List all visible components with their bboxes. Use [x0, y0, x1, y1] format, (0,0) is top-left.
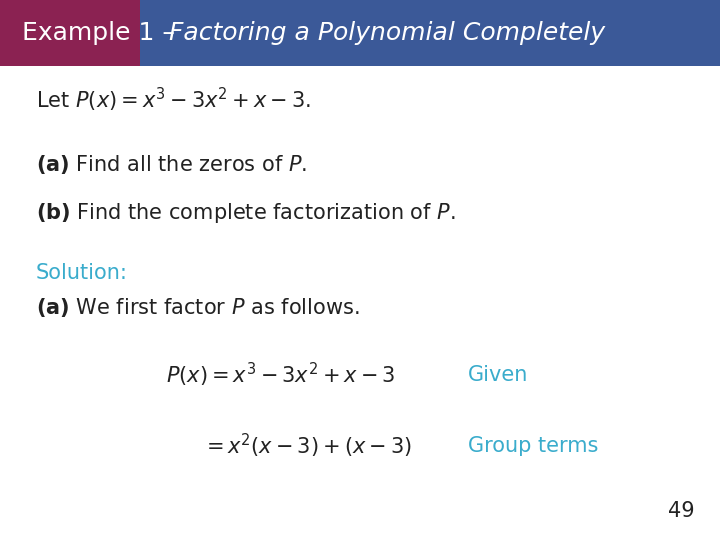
Text: $\mathbf{(b)}$ Find the complete factorization of $\mathit{P}.$: $\mathbf{(b)}$ Find the complete factori… [36, 201, 456, 225]
Text: Group terms: Group terms [468, 435, 598, 456]
Text: $= \mathit{x}^{2}(\mathit{x} - 3) + (\mathit{x} - 3)$: $= \mathit{x}^{2}(\mathit{x} - 3) + (\ma… [202, 431, 411, 460]
Text: Solution:: Solution: [36, 262, 128, 283]
Text: $\mathit{P}(\mathit{x}) = \mathit{x}^{3} - 3\mathit{x}^{2} + \mathit{x} - 3$: $\mathit{P}(\mathit{x}) = \mathit{x}^{3}… [166, 361, 395, 389]
Text: Factoring a Polynomial Completely: Factoring a Polynomial Completely [169, 21, 606, 45]
FancyBboxPatch shape [140, 0, 720, 66]
Text: $\mathbf{(a)}$ We first factor $\mathit{P}$ as follows.: $\mathbf{(a)}$ We first factor $\mathit{… [36, 296, 359, 319]
Text: Example 1 –: Example 1 – [22, 21, 182, 45]
Text: $\mathbf{(a)}$ Find all the zeros of $\mathit{P}.$: $\mathbf{(a)}$ Find all the zeros of $\m… [36, 153, 307, 176]
Text: Let $\mathit{P}(\mathit{x}) = \mathit{x}^{3} - 3\mathit{x}^{2} + \mathit{x} - 3.: Let $\mathit{P}(\mathit{x}) = \mathit{x}… [36, 86, 311, 114]
Text: Given: Given [468, 365, 528, 386]
FancyBboxPatch shape [0, 0, 140, 66]
Text: 49: 49 [668, 501, 695, 521]
